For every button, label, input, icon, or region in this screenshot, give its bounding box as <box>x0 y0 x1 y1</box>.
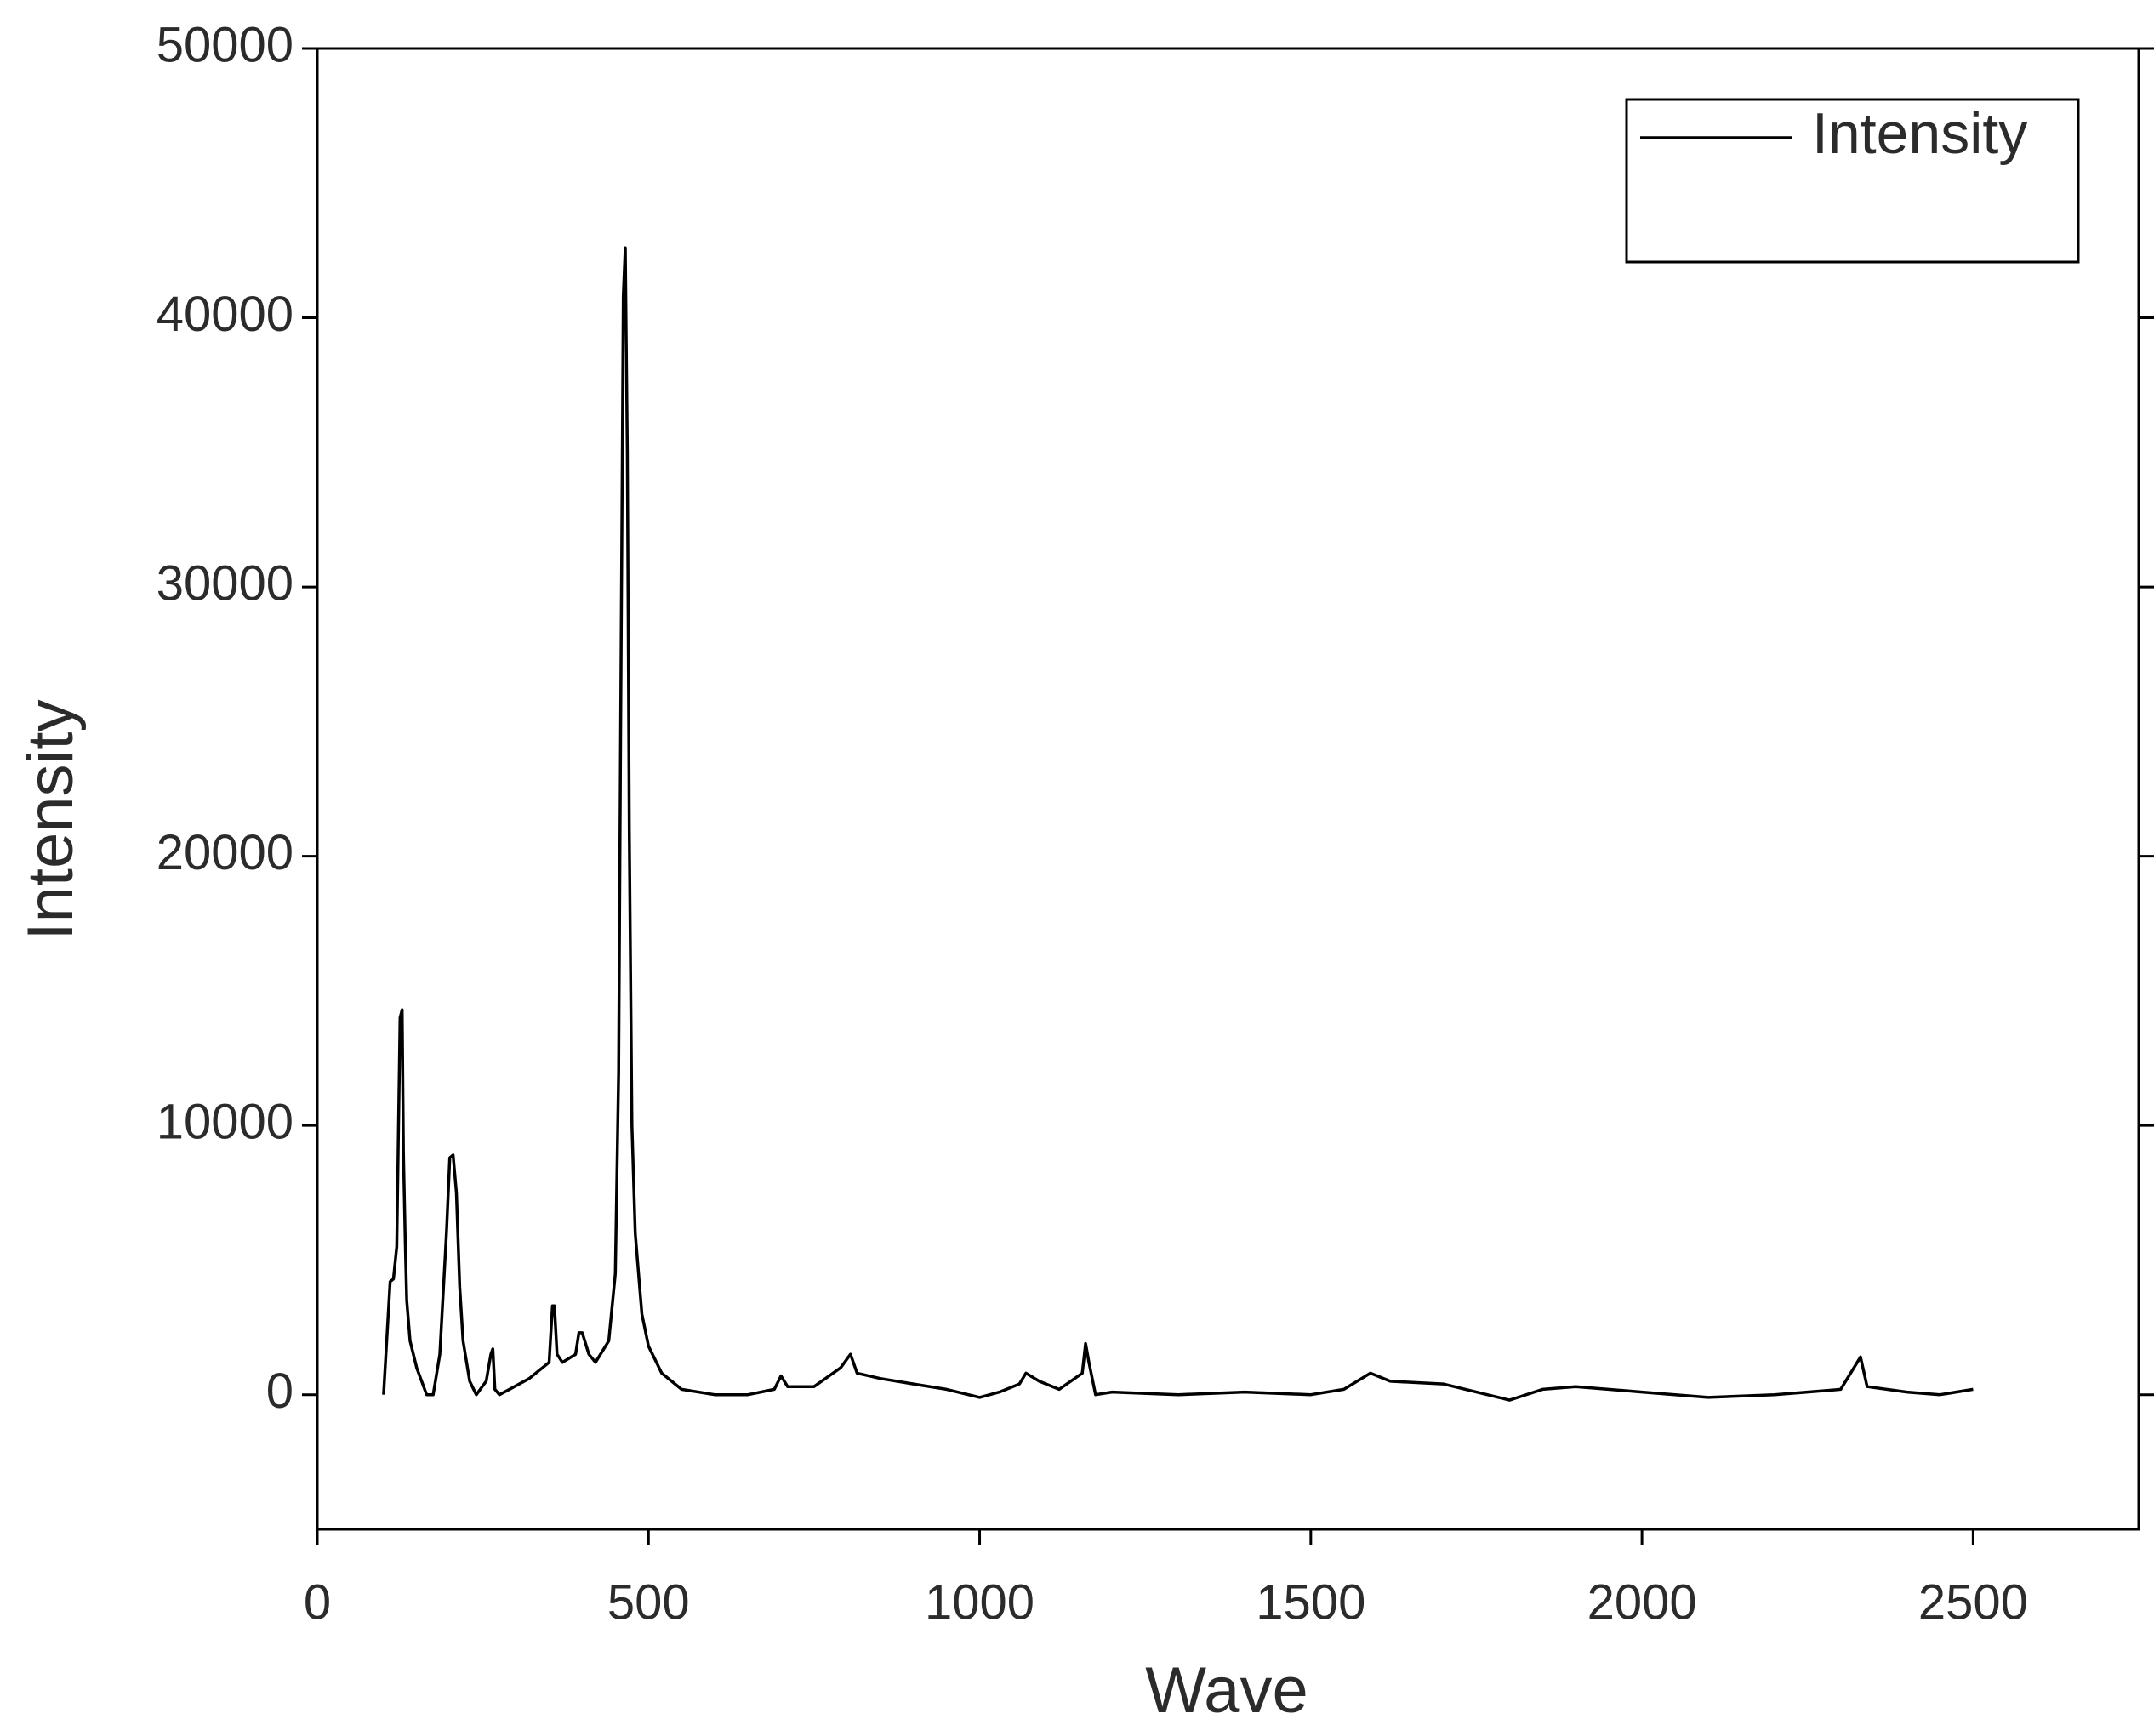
y-tick-label: 30000 <box>157 555 293 611</box>
plot-frame <box>316 47 2140 1531</box>
y-tick-label: 20000 <box>157 825 293 880</box>
x-tick-label: 1500 <box>1256 1574 1365 1630</box>
legend-box <box>1625 98 2080 264</box>
y-tick-label: 0 <box>266 1363 293 1419</box>
legend-label: Intensity <box>1812 101 2027 166</box>
x-tick-label: 2500 <box>1918 1574 2028 1630</box>
x-tick-label: 1000 <box>925 1574 1034 1630</box>
y-tick-label: 50000 <box>157 17 293 72</box>
y-axis-title: Intensity <box>14 699 87 940</box>
x-tick-label: 2000 <box>1587 1574 1697 1630</box>
y-tick-label: 40000 <box>157 287 293 342</box>
data-line <box>382 246 1974 1402</box>
x-tick-label: 0 <box>304 1574 331 1630</box>
y-tick-label: 10000 <box>157 1095 293 1150</box>
x-tick-label: 500 <box>607 1574 690 1630</box>
x-axis-title: Wave <box>1145 1654 1308 1727</box>
